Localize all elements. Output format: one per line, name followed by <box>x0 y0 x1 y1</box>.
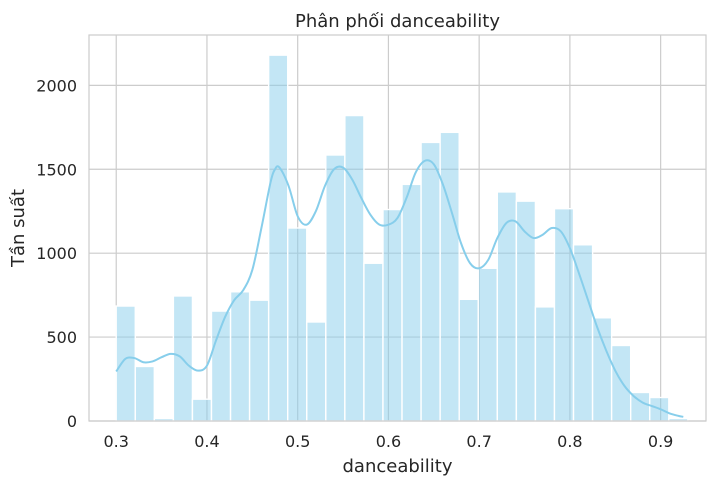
histogram-bar <box>191 398 213 422</box>
histogram-bar <box>553 207 575 422</box>
histogram-bar <box>515 200 537 422</box>
histogram-bar <box>477 267 499 422</box>
y-tick-label: 1500 <box>36 160 77 179</box>
histogram-bar <box>382 208 403 422</box>
histogram-bar <box>591 317 613 422</box>
plot-frame <box>88 34 707 422</box>
histogram-bar <box>439 131 460 422</box>
x-tick-label: 0.3 <box>103 432 128 451</box>
x-axis-label: danceability <box>342 456 452 477</box>
histogram-bar <box>496 191 518 422</box>
x-tick-label: 0.8 <box>557 432 582 451</box>
histogram-bar <box>363 262 384 422</box>
histogram-bar <box>229 291 251 422</box>
histogram-bar <box>344 114 365 422</box>
histogram-bar <box>287 227 308 422</box>
histogram-bar <box>420 141 441 422</box>
histogram-bar <box>306 321 327 422</box>
histogram-bar <box>134 365 156 422</box>
x-tick-labels: 0.3 0.4 0.5 0.6 0.7 0.8 0.9 <box>103 432 673 451</box>
y-tick-labels: 0 500 1000 1500 2000 <box>36 76 77 431</box>
y-tick-label: 2000 <box>36 76 77 95</box>
x-tick-label: 0.6 <box>376 432 401 451</box>
kde-curve <box>115 159 684 418</box>
histogram-bars <box>115 54 689 422</box>
y-axis-label: Tần suất <box>8 189 29 268</box>
x-tick-label: 0.5 <box>285 432 310 451</box>
x-tick-label: 0.7 <box>466 432 491 451</box>
x-tick-label: 0.4 <box>194 432 219 451</box>
chart-title: Phân phối danceability <box>295 11 500 32</box>
y-tick-label: 0 <box>67 412 77 431</box>
histogram-bar <box>401 183 422 422</box>
histogram-bar <box>267 54 289 422</box>
x-tick-label: 0.9 <box>648 432 673 451</box>
histogram-bar <box>325 154 346 422</box>
y-tick-label: 500 <box>46 328 77 347</box>
y-tick-label: 1000 <box>36 244 77 263</box>
histogram-bar <box>572 244 594 422</box>
histogram-bar <box>610 344 632 422</box>
histogram-bar <box>458 298 479 422</box>
histogram-bar <box>115 305 136 422</box>
histogram-bar <box>248 299 270 422</box>
histogram-bar <box>534 306 556 422</box>
